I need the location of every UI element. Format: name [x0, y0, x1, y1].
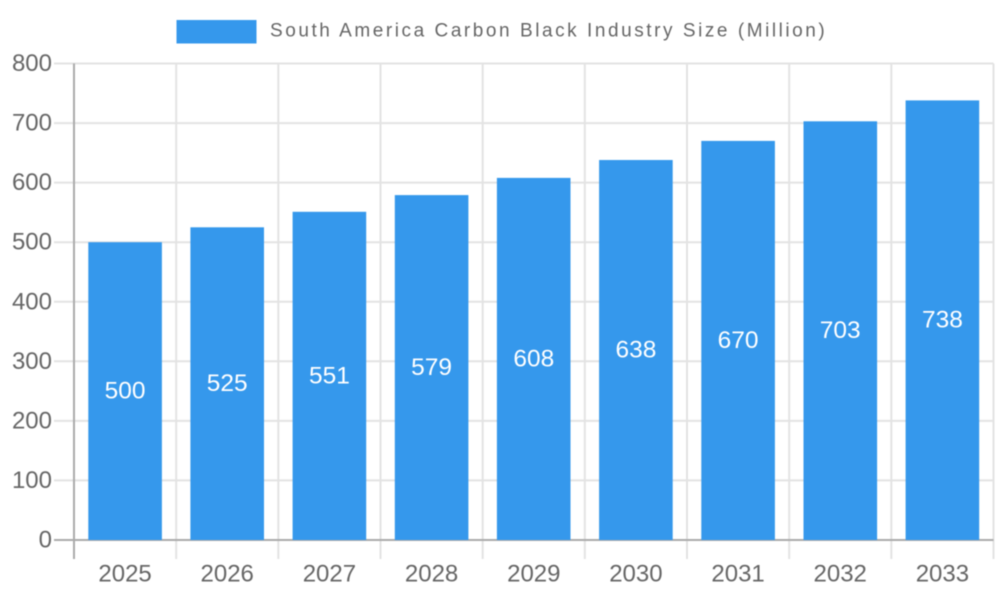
svg-text:2033: 2033	[916, 561, 969, 588]
svg-text:738: 738	[922, 307, 963, 334]
svg-text:500: 500	[105, 378, 146, 405]
svg-text:579: 579	[411, 354, 452, 381]
svg-text:608: 608	[513, 345, 554, 372]
svg-text:670: 670	[718, 327, 759, 354]
svg-text:2026: 2026	[201, 561, 254, 588]
svg-text:638: 638	[615, 337, 656, 364]
svg-text:2031: 2031	[711, 561, 764, 588]
svg-text:2027: 2027	[303, 561, 356, 588]
svg-text:700: 700	[12, 110, 52, 137]
svg-text:2028: 2028	[405, 561, 458, 588]
svg-text:500: 500	[12, 229, 52, 256]
svg-text:525: 525	[207, 370, 248, 397]
svg-text:703: 703	[820, 317, 861, 344]
svg-text:0: 0	[39, 527, 52, 554]
svg-text:600: 600	[12, 169, 52, 196]
svg-text:300: 300	[12, 348, 52, 375]
svg-text:2025: 2025	[98, 561, 151, 588]
svg-text:2030: 2030	[609, 561, 662, 588]
svg-text:100: 100	[12, 467, 52, 494]
svg-text:200: 200	[12, 407, 52, 434]
svg-text:400: 400	[12, 288, 52, 315]
svg-text:2032: 2032	[814, 561, 867, 588]
svg-text:2029: 2029	[507, 561, 560, 588]
svg-text:800: 800	[12, 50, 52, 77]
svg-text:551: 551	[309, 362, 350, 389]
svg-text:South America Carbon Black Ind: South America Carbon Black Industry Size…	[270, 20, 827, 41]
